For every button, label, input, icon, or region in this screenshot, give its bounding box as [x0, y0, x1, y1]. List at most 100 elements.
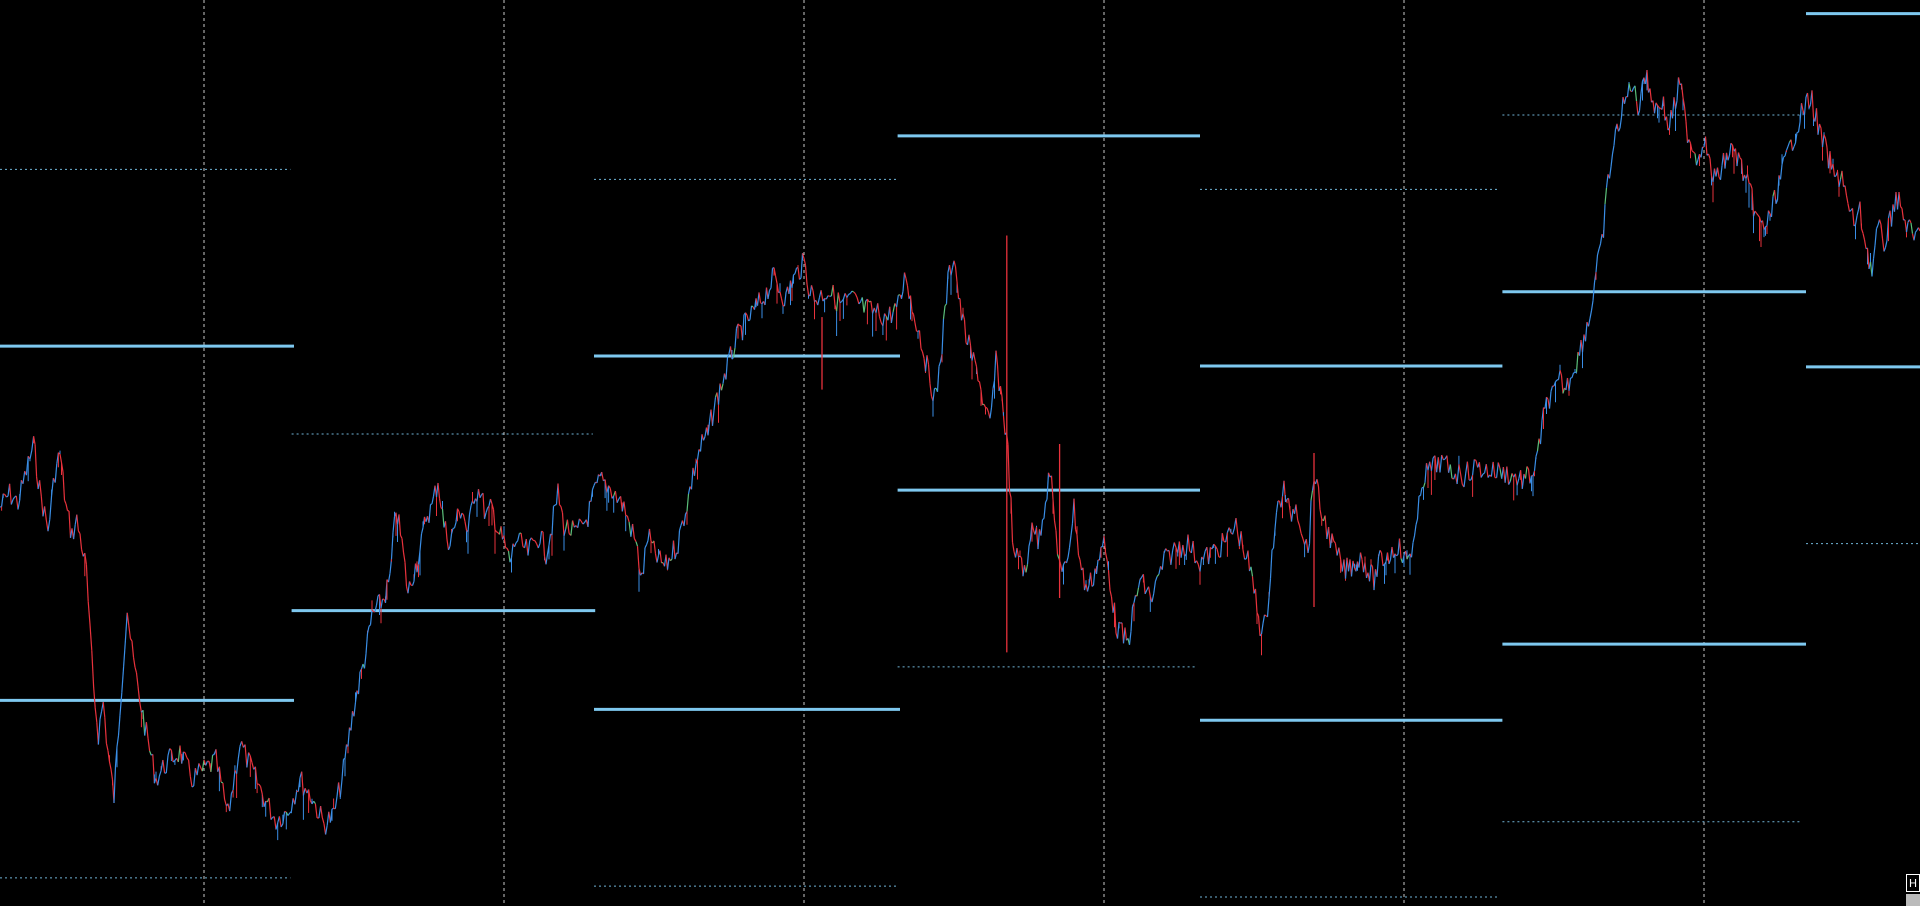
price-segment: [1187, 534, 1191, 552]
price-segment: [1110, 596, 1114, 613]
price-segment: [1653, 102, 1657, 114]
price-segment: [1026, 546, 1030, 565]
price-segment: [1811, 90, 1815, 118]
price-segment: [645, 540, 649, 546]
price-segment: [473, 498, 477, 504]
price-segment: [1324, 515, 1328, 540]
price-segment: [1550, 385, 1554, 392]
price-segment: [1520, 470, 1523, 489]
price-segment: [1107, 570, 1111, 591]
price-segment: [232, 770, 236, 791]
price-segment: [1668, 110, 1672, 129]
price-segment: [1232, 528, 1235, 535]
price-segment: [953, 260, 957, 267]
price-segment: [1441, 454, 1444, 461]
price-segment: [482, 493, 486, 519]
price-segment: [1860, 228, 1864, 234]
price-segment: [1136, 587, 1140, 597]
price-segment: [656, 555, 660, 563]
price-segment: [1368, 564, 1372, 582]
price-segment: [1333, 540, 1336, 544]
price-segment: [900, 291, 904, 299]
price-segment: [1682, 97, 1686, 107]
price-segment: [287, 812, 291, 816]
price-segment: [167, 748, 171, 756]
price-segment: [929, 383, 933, 397]
price-segment: [189, 776, 193, 788]
price-segment: [1808, 104, 1812, 109]
price-segment: [1300, 533, 1304, 539]
price-segment: [625, 514, 628, 517]
price-segment: [89, 624, 93, 651]
price-segment: [1443, 458, 1446, 461]
price-segment: [2, 493, 6, 496]
price-segment: [1073, 498, 1077, 530]
price-segment: [1730, 142, 1733, 146]
price-segment: [77, 530, 81, 534]
price-segment: [806, 284, 810, 295]
price-segment: [459, 512, 463, 519]
price-segment: [799, 277, 802, 280]
price-segment: [198, 763, 202, 768]
price-segment: [4, 494, 7, 498]
price-segment: [1044, 499, 1048, 503]
price-segment: [344, 744, 348, 759]
price-segment: [1862, 233, 1866, 240]
price-segment: [783, 292, 787, 307]
price-segment: [1560, 375, 1564, 394]
price-segment: [983, 403, 987, 408]
price-segment: [1575, 351, 1579, 373]
price-segment: [770, 268, 774, 288]
price-segment: [1775, 199, 1779, 204]
price-segment: [147, 738, 151, 752]
price-segment: [1851, 208, 1855, 226]
price-segment: [331, 807, 334, 810]
price-segment: [974, 360, 978, 367]
price-segment: [139, 701, 142, 713]
price-segment: [446, 539, 450, 550]
corner-box[interactable]: [1906, 894, 1920, 906]
price-segment: [1821, 134, 1825, 148]
price-segment: [537, 543, 541, 549]
price-segment: [456, 508, 460, 512]
price-segment: [1250, 566, 1254, 577]
price-segment: [1712, 168, 1716, 182]
price-segment: [1608, 166, 1612, 179]
price-segment: [54, 463, 58, 483]
price-segment: [260, 786, 263, 795]
price-segment: [1297, 520, 1300, 526]
corner-label[interactable]: H: [1906, 874, 1920, 892]
price-segment: [1674, 100, 1678, 110]
price-segment: [636, 546, 640, 569]
price-segment: [686, 493, 690, 512]
price-segment: [1344, 557, 1348, 579]
price-segment: [1331, 533, 1335, 542]
price-segment: [1430, 457, 1434, 471]
price-segment: [1751, 188, 1755, 217]
price-segment: [282, 811, 286, 824]
price-segment: [129, 638, 133, 642]
price-segment: [1619, 117, 1623, 129]
price-segment: [73, 524, 76, 540]
price-segment: [986, 407, 990, 413]
price-segment: [593, 481, 597, 486]
price-segment: [616, 498, 620, 503]
price-segment: [1422, 482, 1426, 488]
price-segment: [559, 504, 562, 507]
price-segment: [1254, 588, 1258, 613]
price-segment: [1492, 461, 1496, 478]
price-segment: [1156, 573, 1160, 577]
price-segment: [632, 523, 635, 539]
price-segment: [927, 364, 931, 384]
price-segment: [157, 775, 160, 786]
price-segment: [1526, 466, 1530, 470]
price-segment: [320, 806, 323, 818]
price-segment: [794, 268, 798, 274]
price-segment: [1410, 542, 1414, 558]
price-segment: [1707, 153, 1711, 159]
price-segment: [68, 510, 72, 538]
price-segment: [241, 741, 244, 748]
price-segment: [1148, 586, 1151, 597]
price-segment: [284, 810, 287, 813]
